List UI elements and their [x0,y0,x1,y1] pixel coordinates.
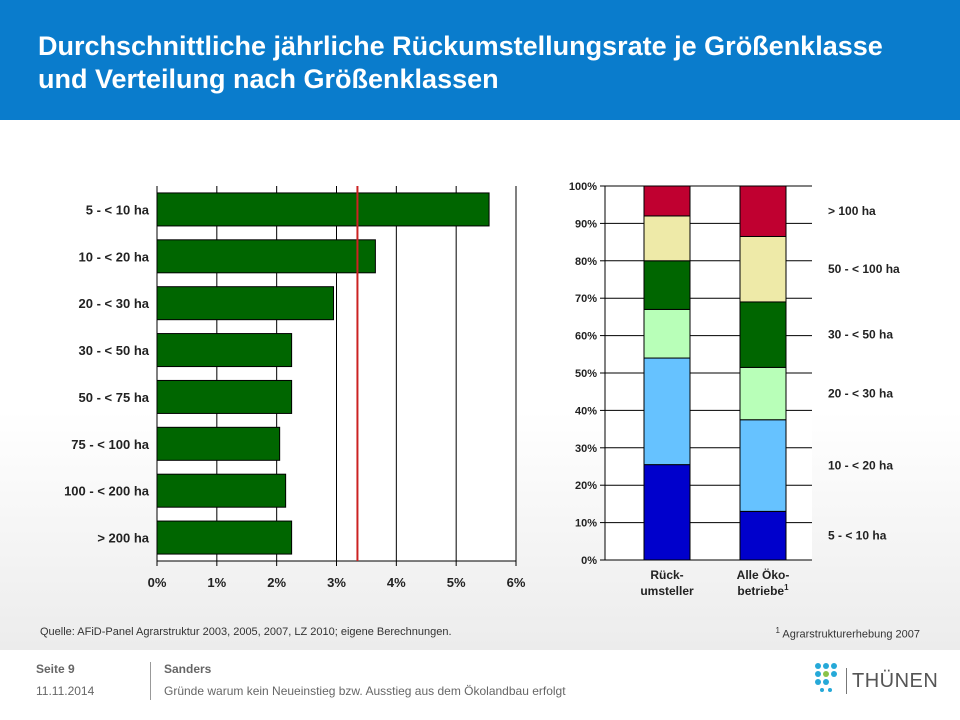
bar-chart-bar [156,239,376,274]
bar-chart-bar [156,286,335,321]
bar-chart-category-label: 100 - < 200 ha [64,484,150,499]
stacked-chart-category-label: betriebe1 [737,583,789,598]
thuenen-logo: THÜNEN [812,660,938,700]
stacked-chart-segment [643,308,691,359]
footnote-mark: 1 [775,626,780,635]
bar-chart-category-label: 30 - < 50 ha [79,343,150,358]
bar-chart-bar [156,520,293,555]
footer-author: Sanders [164,662,212,676]
stacked-chart-legend-label: 10 - < 20 ha [828,459,893,473]
stacked-chart-legend-label: 5 - < 10 ha [828,529,887,543]
stacked-chart-segment [739,185,787,237]
stacked-chart-segment [739,419,787,512]
source-note: Quelle: AFiD-Panel Agrarstruktur 2003, 2… [40,626,452,638]
stacked-chart-y-tick-label: 60% [575,331,597,343]
stacked-chart-y-tick-label: 10% [575,518,597,530]
footnote-text: Agrarstrukturerhebung 2007 [782,628,920,641]
bar-chart-x-tick-label: 4% [387,575,406,590]
stacked-chart-y-tick-label: 90% [575,218,597,230]
stacked-chart-category-label: Alle Öko- [737,567,790,582]
stacked-chart-segment [643,215,691,262]
header-banner: Durchschnittliche jährliche Rückumstellu… [0,0,960,120]
footer-subtitle: Gründe warum kein Neueinstieg bzw. Ausst… [164,684,566,698]
stacked-chart-category-superscript: 1 [784,583,789,592]
footer-divider [150,662,151,700]
footer-date: 11.11.2014 [36,684,95,698]
footer-page-number: Seite 9 [36,662,75,676]
logo-dots-icon [815,663,837,692]
footnote: 1 Agrarstrukturerhebung 2007 [776,626,921,641]
bar-chart-x-tick-label: 5% [447,575,466,590]
bar-chart-bar [156,333,293,368]
bar-chart-x-tick-label: 0% [148,575,167,590]
stacked-chart-segment [739,366,787,421]
stacked-chart-y-tick-label: 70% [575,293,597,305]
page-title: Durchschnittliche jährliche Rückumstellu… [38,31,883,94]
stacked-chart-legend-label: > 100 ha [828,204,876,218]
stacked-chart-y-tick-label: 20% [575,480,597,492]
stacked-chart-y-tick-label: 80% [575,256,597,268]
bar-chart-category-label: 5 - < 10 ha [86,202,150,217]
logo-divider [846,668,847,694]
bar-chart-x-tick-label: 2% [267,575,286,590]
stacked-chart-segment [739,510,787,561]
stacked-chart-segment [643,260,691,310]
stacked-chart-y-tick-label: 30% [575,443,597,455]
stacked-chart-y-tick-label: 100% [569,181,597,193]
stacked-chart-legend-label: 20 - < 30 ha [828,387,893,401]
bar-chart-category-label: 75 - < 100 ha [71,437,149,452]
bar-chart-category-label: 10 - < 20 ha [79,249,150,264]
stacked-chart-category-label: umsteller [640,584,694,598]
bar-chart-category-label: 20 - < 30 ha [79,296,150,311]
bar-chart-x-tick-label: 6% [507,575,526,590]
stacked-chart-y-tick-label: 40% [575,405,597,417]
bar-chart-bar [156,192,490,227]
bar-chart-x-tick-label: 3% [327,575,346,590]
bar-chart-bar [156,426,281,461]
stacked-chart-segment [739,235,787,303]
bar-chart-x-tick-label: 1% [207,575,226,590]
stacked-chart-y-tick-label: 50% [575,368,597,380]
logo-text: THÜNEN [852,670,939,692]
bar-chart-category-label: > 200 ha [97,531,149,546]
bar-chart-bar [156,379,293,414]
stacked-chart-legend-label: 50 - < 100 ha [828,262,900,276]
stacked-chart-segment [643,464,691,561]
stacked-chart-segment [739,301,787,368]
stacked-chart-segment [643,185,691,217]
bar-chart-bar [156,473,287,508]
bar-chart-category-label: 50 - < 75 ha [79,390,150,405]
stacked-chart-y-tick-label: 0% [581,555,597,567]
stacked-chart-category-label: Rück- [650,568,683,582]
stacked-chart-segment [643,357,691,466]
stacked-chart-legend-label: 30 - < 50 ha [828,328,893,342]
